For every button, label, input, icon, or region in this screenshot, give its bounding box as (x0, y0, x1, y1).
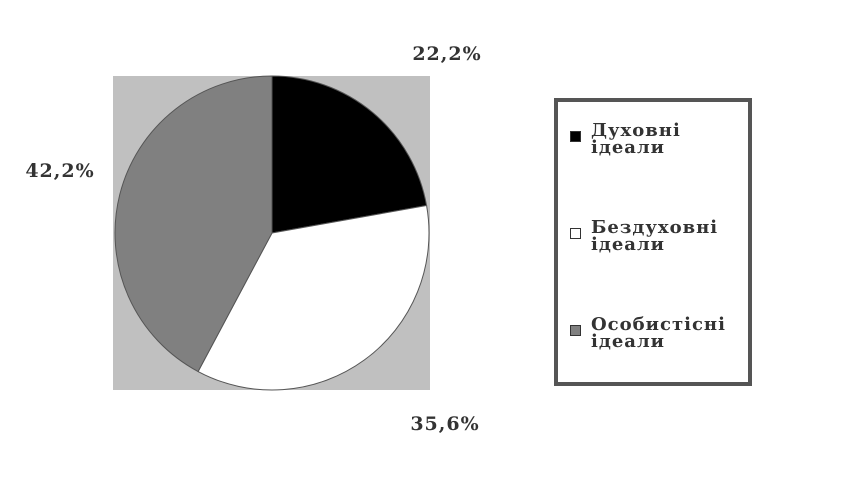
legend-swatch (570, 325, 581, 336)
pie-slice (271, 75, 428, 234)
legend-item: Бездуховні ідеали (570, 217, 730, 255)
legend: Духовні ідеали Бездуховні ідеали Особистіс… (554, 98, 752, 386)
value-label: 35,6% (410, 413, 479, 435)
legend-item: Духовні ідеали (570, 120, 730, 158)
value-label: 42,2% (25, 160, 94, 182)
legend-label: Духовні ідеали (591, 120, 681, 158)
legend-swatch (570, 228, 581, 239)
value-label: 22,2% (412, 43, 481, 65)
legend-label: Особистісні ідеали (591, 314, 726, 352)
legend-swatch (570, 131, 581, 142)
pie-slice (114, 75, 273, 373)
legend-label: Бездуховні ідеали (591, 217, 719, 255)
pie-slice (197, 204, 430, 391)
legend-item: Особистісні ідеали (570, 314, 730, 352)
